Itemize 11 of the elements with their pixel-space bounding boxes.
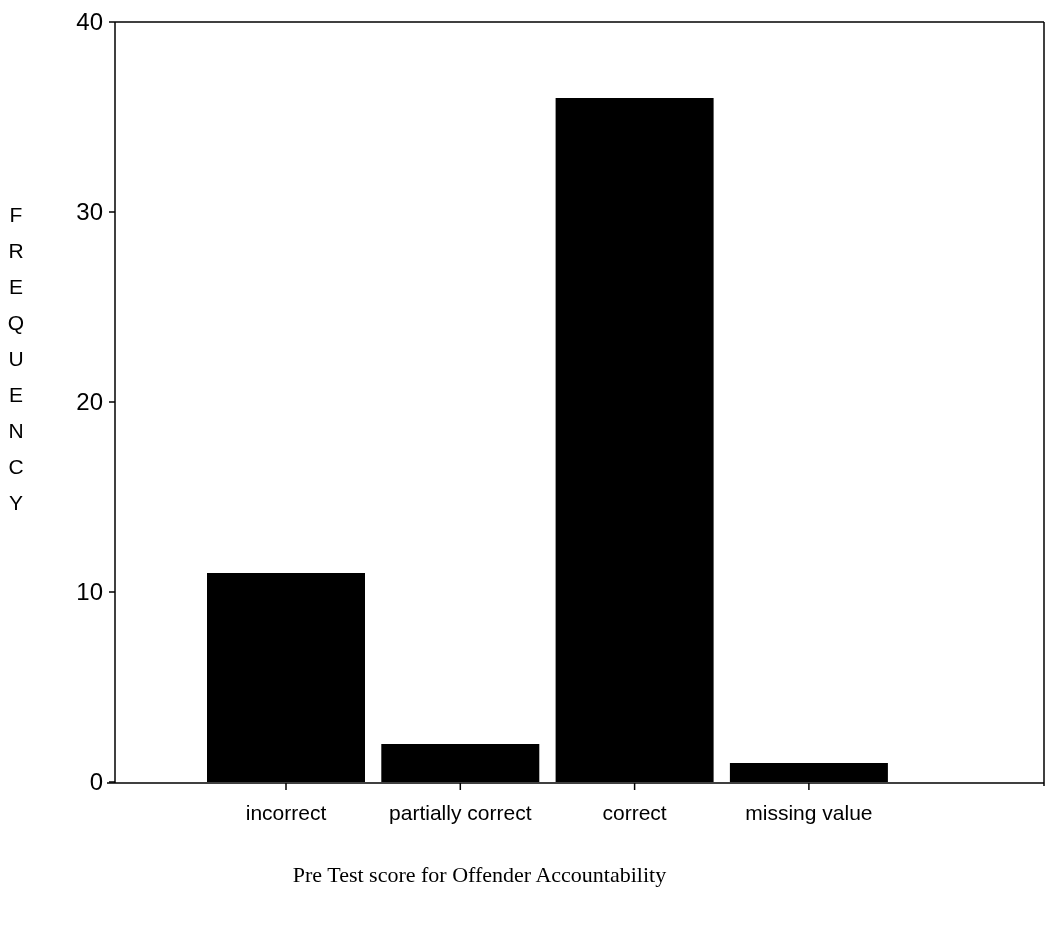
y-tick-label: 40 [76, 8, 103, 36]
x-tick-label: correct [602, 801, 667, 824]
x-tick-label: missing value [745, 801, 873, 824]
x-tick-label: partially correct [389, 801, 532, 824]
text: FREQUENCY [7, 203, 25, 514]
x-axis-title: Pre Test score for Offender Accountability [292, 862, 667, 887]
x-tick-label: incorrect [245, 801, 327, 824]
y-tick-label: 10 [76, 578, 103, 606]
y-tick-label: 0 [89, 768, 103, 796]
y-tick-label: 30 [76, 198, 103, 226]
y-tick-label: 20 [76, 388, 103, 416]
